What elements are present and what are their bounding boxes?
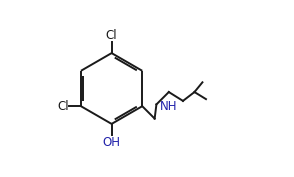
Text: OH: OH <box>103 136 121 149</box>
Text: NH: NH <box>160 100 177 113</box>
Text: Cl: Cl <box>57 100 69 113</box>
Text: Cl: Cl <box>106 29 117 42</box>
